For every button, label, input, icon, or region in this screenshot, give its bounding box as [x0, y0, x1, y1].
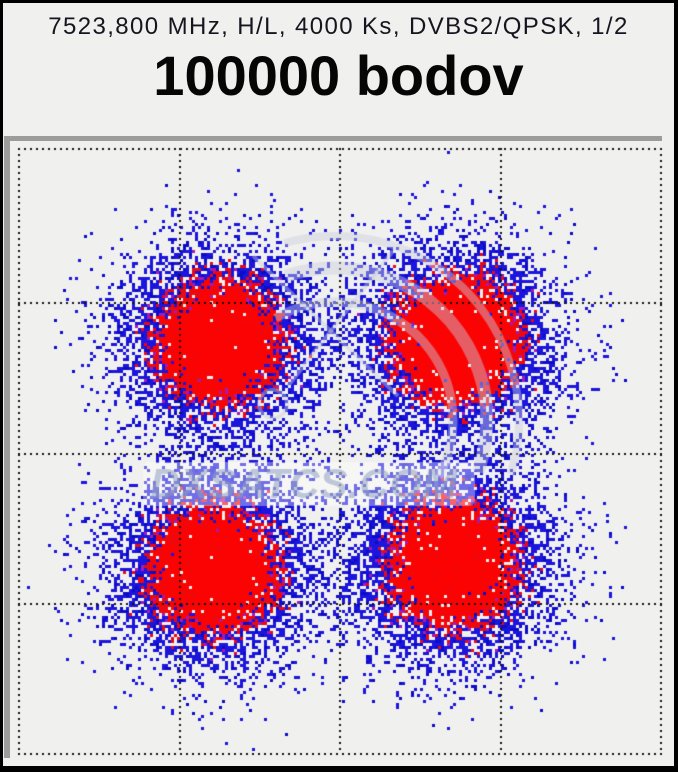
page-title: 100000 bodov: [153, 44, 524, 107]
panel-top-shadow: [4, 136, 662, 141]
constellation-plot-panel: [3, 136, 674, 766]
header: 7523,800 MHz, H/L, 4000 Ks, DVBS2/QPSK, …: [3, 3, 674, 136]
constellation-canvas: [3, 136, 674, 766]
transponder-info-line: 7523,800 MHz, H/L, 4000 Ks, DVBS2/QPSK, …: [48, 13, 629, 40]
panel-left-shadow: [4, 136, 10, 758]
